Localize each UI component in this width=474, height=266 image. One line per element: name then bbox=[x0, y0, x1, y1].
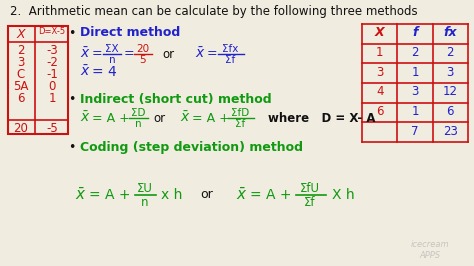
Text: Σf: Σf bbox=[304, 196, 316, 209]
Text: 2: 2 bbox=[411, 46, 419, 59]
Text: or: or bbox=[162, 48, 174, 60]
Text: Σf: Σf bbox=[225, 55, 235, 65]
Text: C: C bbox=[17, 68, 25, 81]
Text: =: = bbox=[207, 48, 218, 60]
Text: =: = bbox=[92, 48, 103, 60]
Text: =: = bbox=[124, 48, 135, 60]
Text: $\bar{x}$: $\bar{x}$ bbox=[80, 65, 91, 80]
Text: 2.  Arithmetic mean can be calculate by the following three methods: 2. Arithmetic mean can be calculate by t… bbox=[10, 6, 418, 19]
Text: -5: -5 bbox=[46, 122, 58, 135]
Text: -3: -3 bbox=[46, 44, 58, 56]
Text: 0: 0 bbox=[48, 80, 55, 93]
Text: where   D = X- A: where D = X- A bbox=[268, 111, 375, 124]
Text: 7: 7 bbox=[411, 125, 419, 138]
Text: Direct method: Direct method bbox=[80, 27, 180, 39]
Text: X: X bbox=[375, 26, 384, 39]
Text: n: n bbox=[141, 196, 149, 209]
Text: •: • bbox=[68, 94, 76, 106]
Text: X: X bbox=[17, 27, 25, 40]
Text: -1: -1 bbox=[46, 68, 58, 81]
Text: Σf: Σf bbox=[235, 119, 245, 129]
Text: 23: 23 bbox=[443, 125, 458, 138]
Text: 6: 6 bbox=[17, 92, 25, 105]
Text: or: or bbox=[200, 189, 213, 202]
Text: f: f bbox=[412, 26, 418, 39]
Text: 6: 6 bbox=[376, 105, 383, 118]
Text: D=X-5: D=X-5 bbox=[38, 27, 65, 36]
Text: 2: 2 bbox=[447, 46, 454, 59]
Text: $\bar{x}$: $\bar{x}$ bbox=[180, 111, 191, 125]
Text: = A +: = A + bbox=[192, 111, 230, 124]
Text: = A +: = A + bbox=[250, 188, 292, 202]
Text: 6: 6 bbox=[447, 105, 454, 118]
Text: or: or bbox=[153, 111, 165, 124]
Text: 2: 2 bbox=[17, 44, 25, 56]
Text: n: n bbox=[135, 119, 141, 129]
Text: = A +: = A + bbox=[92, 111, 130, 124]
Text: = A +: = A + bbox=[89, 188, 130, 202]
Text: Coding (step deviation) method: Coding (step deviation) method bbox=[80, 142, 303, 155]
Text: 1: 1 bbox=[48, 92, 56, 105]
Text: Σfx: Σfx bbox=[222, 44, 238, 54]
Text: 20: 20 bbox=[137, 44, 150, 54]
Text: = 4: = 4 bbox=[92, 65, 117, 79]
Text: $\bar{x}$: $\bar{x}$ bbox=[236, 187, 247, 203]
Text: $\bar{x}$: $\bar{x}$ bbox=[75, 187, 87, 203]
Text: 3: 3 bbox=[376, 66, 383, 79]
Text: 1: 1 bbox=[376, 46, 383, 59]
Text: $\bar{x}$: $\bar{x}$ bbox=[195, 47, 206, 61]
Text: 4: 4 bbox=[376, 85, 383, 98]
Text: 1: 1 bbox=[411, 66, 419, 79]
Bar bbox=[8, 26, 68, 134]
Text: 5: 5 bbox=[140, 55, 146, 65]
Text: 12: 12 bbox=[443, 85, 458, 98]
Text: ΣX: ΣX bbox=[105, 44, 119, 54]
Text: X h: X h bbox=[332, 188, 355, 202]
Text: $\bar{x}$: $\bar{x}$ bbox=[80, 47, 91, 61]
Text: ΣU: ΣU bbox=[137, 182, 153, 196]
Text: •: • bbox=[68, 27, 76, 39]
Text: ΣD: ΣD bbox=[131, 108, 145, 118]
Text: $\bar{x}$: $\bar{x}$ bbox=[80, 111, 91, 125]
Text: 3: 3 bbox=[447, 66, 454, 79]
Text: 1: 1 bbox=[411, 105, 419, 118]
Text: x h: x h bbox=[161, 188, 182, 202]
Text: n: n bbox=[109, 55, 115, 65]
Text: •: • bbox=[68, 142, 76, 155]
Text: 3: 3 bbox=[411, 85, 419, 98]
Text: ΣfD: ΣfD bbox=[231, 108, 249, 118]
Text: Indirect (short cut) method: Indirect (short cut) method bbox=[80, 94, 272, 106]
Text: 20: 20 bbox=[14, 122, 28, 135]
Text: 5A: 5A bbox=[13, 80, 29, 93]
Text: -2: -2 bbox=[46, 56, 58, 69]
Text: ΣfU: ΣfU bbox=[300, 182, 320, 196]
Text: fx: fx bbox=[444, 26, 457, 39]
Text: icecream
APPS: icecream APPS bbox=[410, 240, 449, 260]
Text: 3: 3 bbox=[18, 56, 25, 69]
